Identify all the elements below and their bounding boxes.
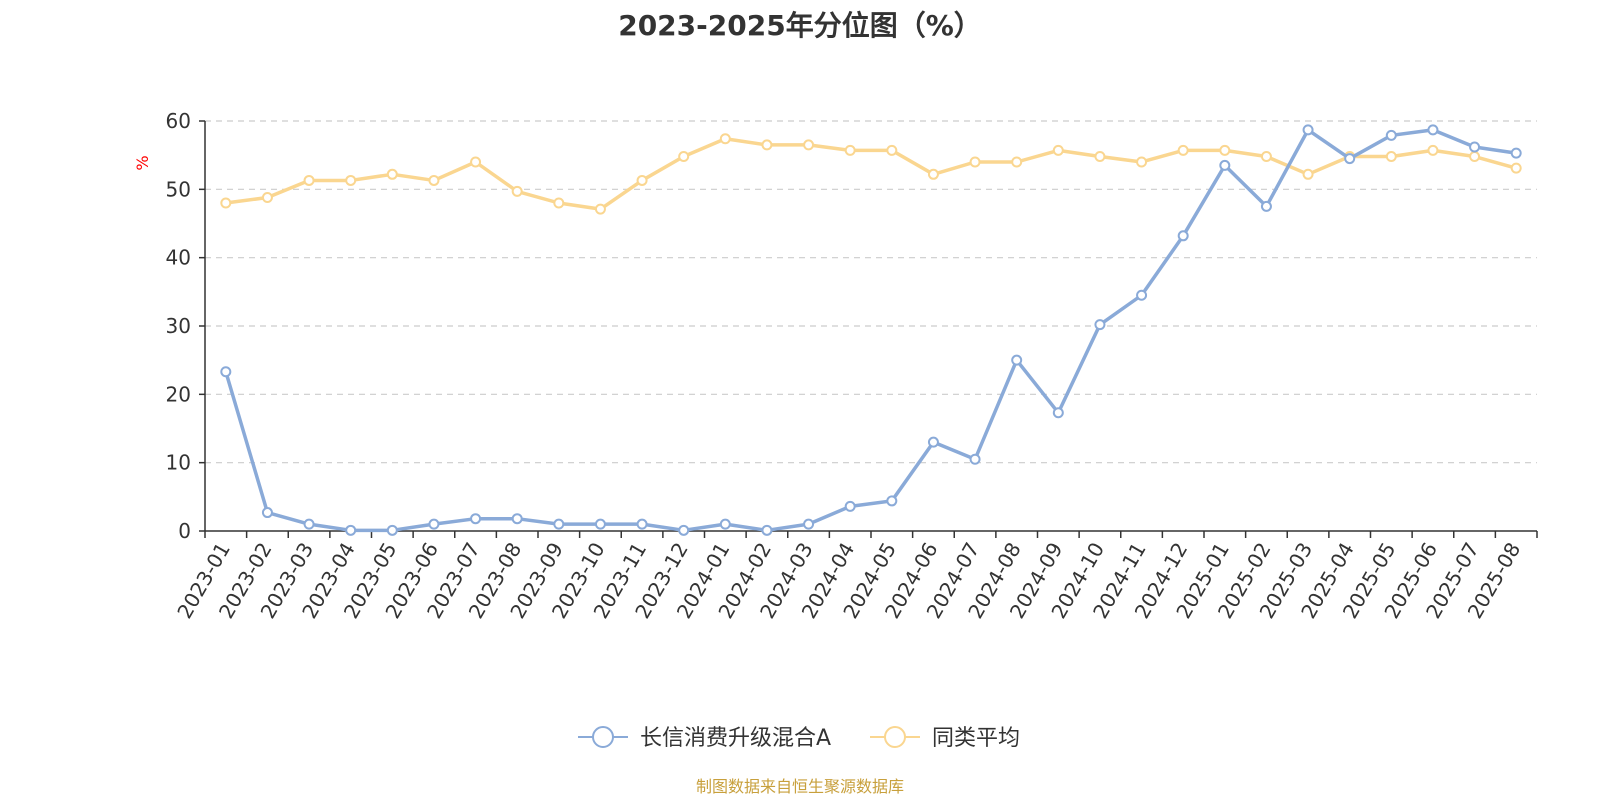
data-point[interactable] — [553, 197, 565, 209]
grid-lines — [205, 120, 1537, 464]
data-point[interactable] — [1385, 151, 1397, 163]
y-tick-label: 40 — [166, 246, 191, 270]
data-point[interactable] — [1219, 144, 1231, 156]
data-point[interactable] — [261, 192, 273, 204]
data-point[interactable] — [594, 203, 606, 215]
y-tick-label: 50 — [166, 177, 191, 201]
chart-title: 2023-2025年分位图（%） — [618, 9, 982, 42]
data-point[interactable] — [220, 366, 232, 378]
y-tick-label: 30 — [166, 314, 191, 338]
data-point[interactable] — [1302, 124, 1314, 136]
series-lines — [220, 124, 1522, 536]
data-point[interactable] — [594, 518, 606, 530]
series-line — [224, 137, 1518, 211]
data-point[interactable] — [1344, 153, 1356, 165]
data-point[interactable] — [1136, 289, 1148, 301]
data-point[interactable] — [886, 144, 898, 156]
data-point[interactable] — [761, 139, 773, 151]
y-axis-label: % — [133, 155, 152, 170]
data-point[interactable] — [1510, 162, 1522, 174]
data-point[interactable] — [1385, 129, 1397, 141]
data-point[interactable] — [678, 524, 690, 536]
data-point[interactable] — [844, 144, 856, 156]
data-point[interactable] — [636, 174, 648, 186]
data-point[interactable] — [1260, 151, 1272, 163]
data-point[interactable] — [303, 174, 315, 186]
data-point[interactable] — [1052, 144, 1064, 156]
data-point[interactable] — [511, 513, 523, 525]
data-point[interactable] — [220, 197, 232, 209]
y-tick-label: 20 — [166, 382, 191, 406]
data-point[interactable] — [1094, 151, 1106, 163]
data-point[interactable] — [1177, 230, 1189, 242]
data-point[interactable] — [969, 156, 981, 168]
data-point[interactable] — [844, 500, 856, 512]
data-point[interactable] — [1260, 200, 1272, 212]
legend[interactable]: 长信消费升级混合A 同类平均 — [578, 726, 1020, 751]
data-point[interactable] — [1427, 124, 1439, 136]
data-point[interactable] — [761, 524, 773, 536]
data-point[interactable] — [386, 524, 398, 536]
data-point[interactable] — [1052, 407, 1064, 419]
data-point[interactable] — [1219, 159, 1231, 171]
data-point[interactable] — [1510, 147, 1522, 159]
data-point[interactable] — [386, 168, 398, 180]
axes: 01020304050602023-012023-022023-032023-0… — [166, 109, 1538, 623]
data-point[interactable] — [345, 174, 357, 186]
source-note: 制图数据来自恒生聚源数据库 — [696, 777, 904, 796]
data-point[interactable] — [303, 518, 315, 530]
data-point[interactable] — [1094, 319, 1106, 331]
data-point[interactable] — [803, 139, 815, 151]
series-2 — [220, 133, 1522, 215]
legend-label: 同类平均 — [932, 726, 1020, 751]
series-1 — [220, 124, 1522, 536]
legend-label: 长信消费升级混合A — [640, 726, 831, 751]
data-point[interactable] — [719, 518, 731, 530]
data-point[interactable] — [1011, 156, 1023, 168]
data-point[interactable] — [428, 518, 440, 530]
data-point[interactable] — [927, 436, 939, 448]
legend-marker-icon — [592, 726, 614, 748]
data-point[interactable] — [345, 524, 357, 536]
data-point[interactable] — [636, 518, 648, 530]
data-point[interactable] — [886, 495, 898, 507]
data-point[interactable] — [1469, 141, 1481, 153]
y-tick-label: 10 — [166, 451, 191, 475]
data-point[interactable] — [470, 156, 482, 168]
data-point[interactable] — [969, 453, 981, 465]
data-point[interactable] — [1427, 144, 1439, 156]
data-point[interactable] — [428, 174, 440, 186]
data-point[interactable] — [803, 518, 815, 530]
data-point[interactable] — [511, 185, 523, 197]
legend-item-series-1[interactable]: 长信消费升级混合A — [578, 726, 831, 751]
legend-marker-icon — [884, 726, 906, 748]
data-point[interactable] — [678, 151, 690, 163]
data-point[interactable] — [1011, 354, 1023, 366]
data-point[interactable] — [927, 168, 939, 180]
series-line — [224, 128, 1518, 533]
y-tick-label: 0 — [178, 519, 191, 543]
data-point[interactable] — [1177, 144, 1189, 156]
data-point[interactable] — [1302, 168, 1314, 180]
data-point[interactable] — [1136, 156, 1148, 168]
legend-item-series-2[interactable]: 同类平均 — [870, 726, 1020, 751]
data-point[interactable] — [553, 518, 565, 530]
data-point[interactable] — [470, 513, 482, 525]
data-point[interactable] — [719, 133, 731, 145]
y-tick-label: 60 — [166, 109, 191, 133]
data-point[interactable] — [1469, 151, 1481, 163]
data-point[interactable] — [261, 507, 273, 519]
